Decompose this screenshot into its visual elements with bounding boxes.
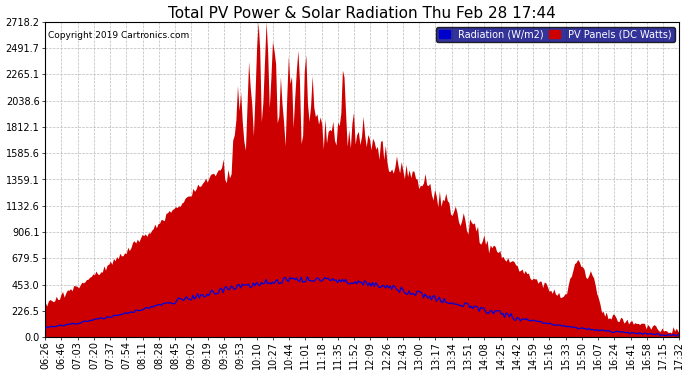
- Title: Total PV Power & Solar Radiation Thu Feb 28 17:44: Total PV Power & Solar Radiation Thu Feb…: [168, 6, 556, 21]
- Legend: Radiation (W/m2), PV Panels (DC Watts): Radiation (W/m2), PV Panels (DC Watts): [436, 27, 675, 42]
- Text: Copyright 2019 Cartronics.com: Copyright 2019 Cartronics.com: [48, 31, 190, 40]
